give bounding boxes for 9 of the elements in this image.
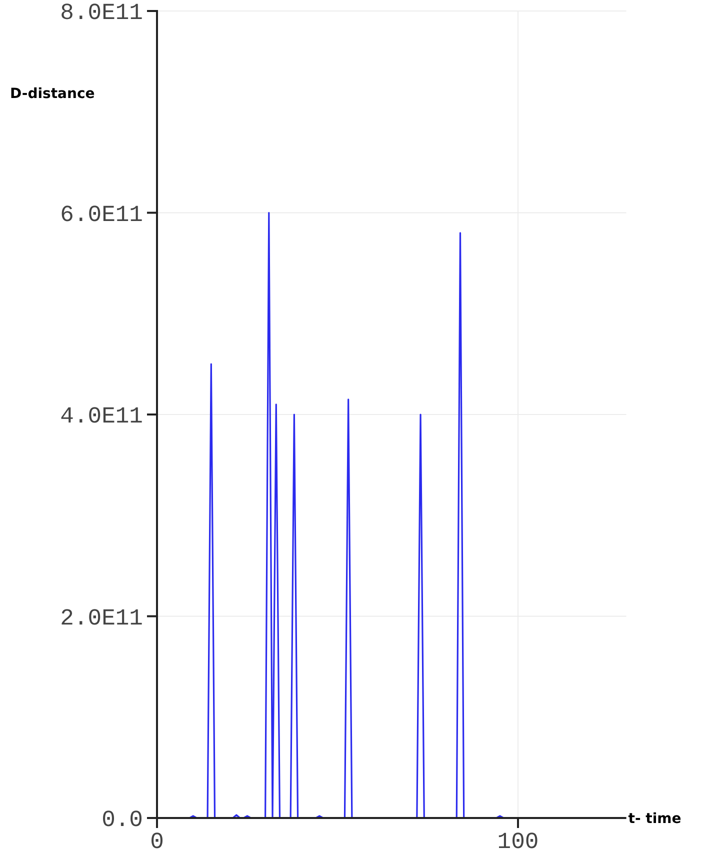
x-axis-title: t- time	[628, 810, 682, 827]
y-tick-label: 0.0	[102, 807, 143, 834]
x-tick-label: 0	[150, 829, 164, 855]
y-tick-label: 8.0E11	[60, 0, 143, 26]
y-axis-title: D-distance	[10, 86, 95, 102]
y-tick-label: 4.0E11	[60, 404, 143, 430]
y-tick-label: 2.0E11	[60, 605, 143, 632]
x-tick-label: 100	[497, 829, 539, 855]
y-tick-label: 6.0E11	[60, 202, 143, 228]
